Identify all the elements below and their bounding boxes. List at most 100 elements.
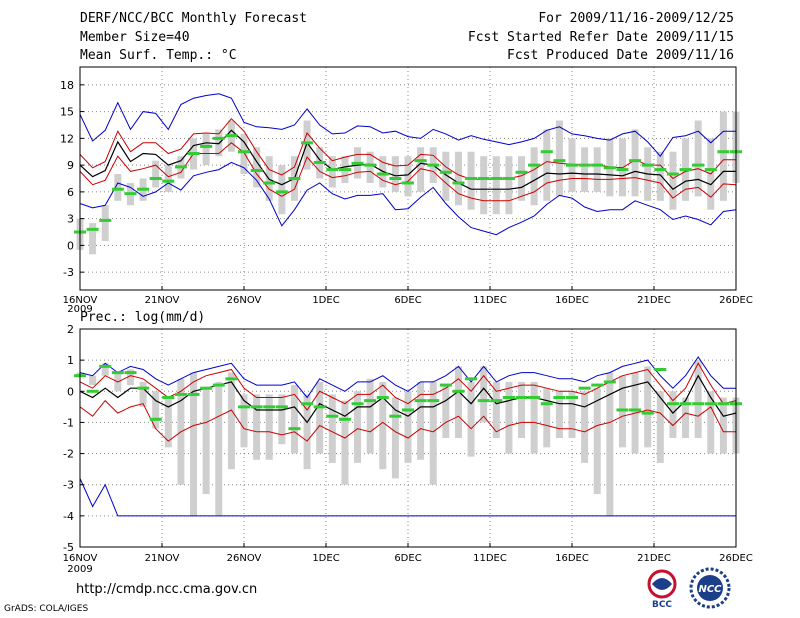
x-tick-label: 26DEC <box>719 295 753 306</box>
median-mark <box>338 168 351 172</box>
median-mark <box>465 377 478 381</box>
median-mark <box>301 402 314 406</box>
ensemble-box <box>303 120 311 170</box>
ensemble-box <box>202 133 210 166</box>
ensemble-box <box>253 147 261 188</box>
median-mark <box>364 163 377 167</box>
ensemble-box <box>644 366 652 448</box>
median-mark <box>376 396 389 400</box>
median-mark <box>452 389 465 393</box>
median-mark <box>439 170 452 174</box>
ensemble-box <box>429 381 437 485</box>
ensemble-box <box>454 151 462 206</box>
median-mark <box>288 177 301 180</box>
ensemble-box <box>278 394 286 445</box>
ensemble-box <box>593 388 601 495</box>
median-mark <box>301 141 314 145</box>
ensemble-box <box>492 381 500 438</box>
median-mark <box>452 181 465 185</box>
median-mark <box>515 170 528 174</box>
median-mark <box>553 396 566 400</box>
median-mark <box>528 396 541 400</box>
y-tick-label: 6 <box>67 186 74 199</box>
ensemble-box <box>152 160 160 188</box>
median-mark <box>578 386 591 390</box>
median-mark <box>275 190 288 194</box>
x-tick-label: 21NOV <box>145 295 180 306</box>
y-tick-label: -5 <box>63 541 74 554</box>
median-mark <box>629 159 642 163</box>
website-url[interactable]: http://cmdp.ncc.cma.gov.cn <box>76 582 258 597</box>
x-tick-label: 11DEC <box>473 553 507 564</box>
member-size-label: Member Size=40 <box>80 30 190 45</box>
median-mark <box>364 399 377 403</box>
ensemble-box <box>593 147 601 192</box>
x-tick-label: 21DEC <box>637 295 671 306</box>
ensemble-box <box>543 388 551 448</box>
x-tick-label: 16NOV <box>63 553 98 564</box>
ensemble-box <box>682 397 690 438</box>
ensemble-box <box>505 381 513 454</box>
ensemble-box <box>568 391 576 438</box>
x-year-label: 2009 <box>67 304 92 315</box>
x-tick-label: 21DEC <box>637 553 671 564</box>
ncc-logo-text: NCC <box>698 584 722 595</box>
ensemble-box <box>480 366 488 423</box>
median-mark <box>351 402 364 406</box>
median-mark <box>263 181 276 185</box>
ensemble-box <box>543 129 551 201</box>
ensemble-box <box>530 147 538 206</box>
ensemble-box <box>190 372 198 516</box>
median-mark <box>124 192 137 196</box>
ensemble-box <box>101 363 109 376</box>
median-mark <box>212 136 225 140</box>
median-mark <box>313 160 326 164</box>
ensemble-box <box>114 174 122 201</box>
ensemble-box <box>89 375 97 386</box>
median-mark <box>137 386 150 390</box>
x-tick-label: 11DEC <box>473 295 507 306</box>
ensemble-min-line <box>79 93 736 158</box>
ensemble-box <box>89 223 97 255</box>
median-mark <box>704 402 717 406</box>
median-mark <box>225 377 238 381</box>
y-tick-label: 9 <box>67 159 74 172</box>
ensemble-box <box>467 151 475 210</box>
y-tick-label: 15 <box>60 106 74 119</box>
ensemble-box <box>555 391 563 438</box>
median-mark <box>578 163 591 167</box>
y-tick-label: 2 <box>67 323 74 336</box>
ensemble-box <box>606 372 614 516</box>
ensemble-box <box>669 151 677 210</box>
median-mark <box>591 383 604 387</box>
spread-low-line <box>79 142 737 202</box>
ensemble-box <box>366 378 374 454</box>
y-tick-label: 1 <box>67 354 74 367</box>
median-mark <box>616 408 629 412</box>
ensemble-box <box>379 381 387 470</box>
median-mark <box>414 399 427 403</box>
ensemble-box <box>328 394 336 463</box>
median-mark <box>603 166 616 170</box>
median-mark <box>477 399 490 403</box>
median-mark <box>86 389 99 393</box>
median-mark <box>679 168 692 172</box>
ensemble-box <box>719 397 727 454</box>
median-mark <box>402 181 414 185</box>
median-mark <box>99 364 112 368</box>
median-mark <box>616 168 629 172</box>
median-mark <box>162 179 175 183</box>
median-mark <box>540 150 553 154</box>
ensemble-box <box>505 156 513 215</box>
ensemble-box <box>656 151 664 201</box>
median-mark <box>414 159 427 163</box>
x-tick-label: 6DEC <box>394 295 421 306</box>
median-mark <box>313 405 326 409</box>
spread-high-line <box>79 117 736 180</box>
median-mark <box>111 187 124 191</box>
median-mark <box>566 163 578 167</box>
median-mark <box>704 168 717 172</box>
forecast-period-label: For 2009/11/16-2009/12/25 <box>538 11 734 26</box>
ensemble-box <box>669 391 677 438</box>
ensemble-box <box>164 397 172 448</box>
